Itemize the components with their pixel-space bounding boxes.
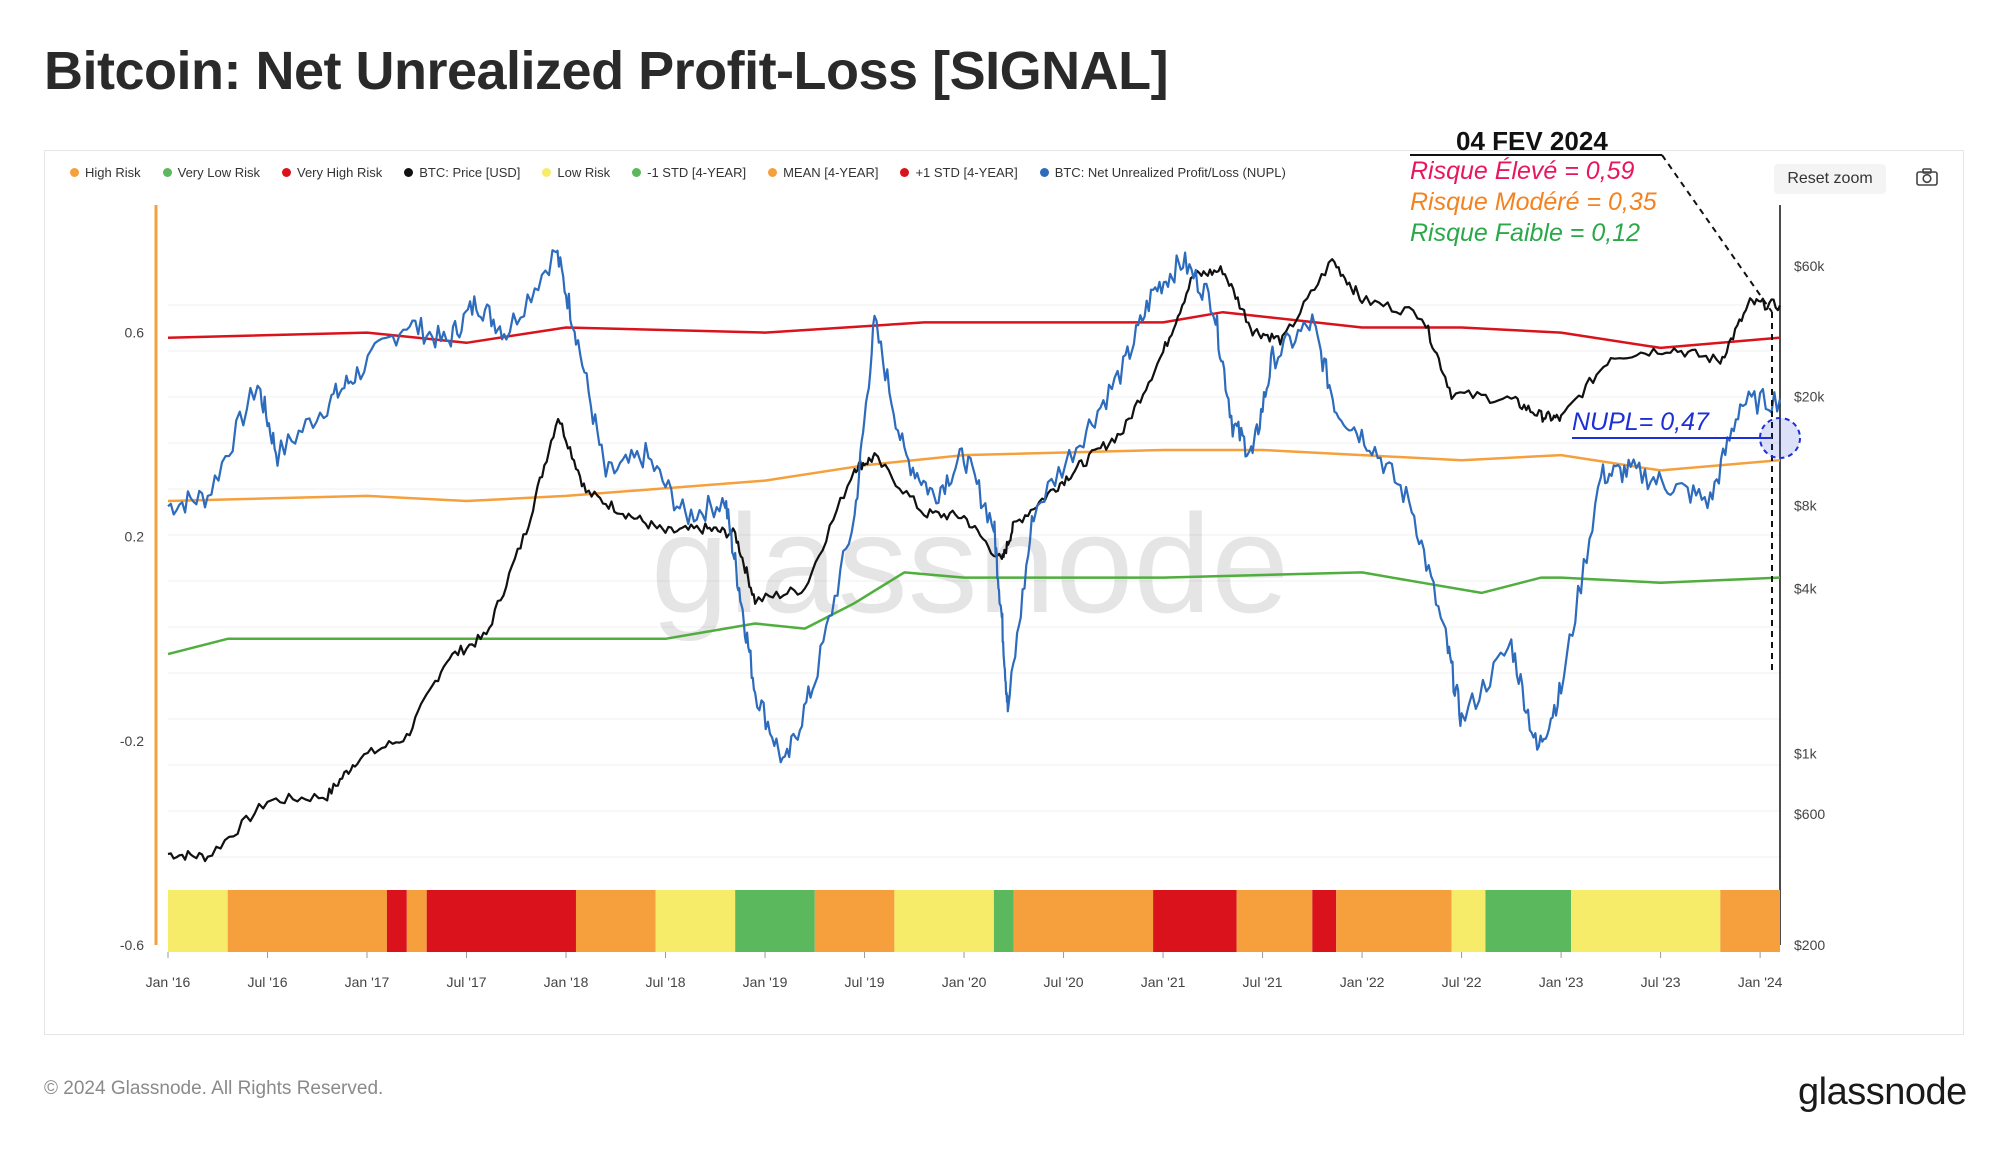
risk-band: [894, 890, 994, 952]
legend-dot: [162, 167, 172, 177]
chart-frame: [44, 150, 1964, 1035]
reset-zoom-button[interactable]: Reset zoom: [1774, 164, 1886, 194]
legend-dot: [282, 167, 291, 177]
x-tick-label: Jan '23: [1539, 974, 1584, 990]
risk-band: [1153, 890, 1237, 952]
series-plus-1-std: [167, 310, 1781, 350]
copyright: © 2024 Glassnode. All Rights Reserved.: [44, 1078, 384, 1099]
risk-band: [386, 890, 407, 952]
x-tick-label: Jan '20: [942, 974, 987, 990]
x-tick-label: Jan '17: [345, 974, 390, 990]
x-tick-label: Jul '23: [1641, 974, 1681, 990]
legend-dot: [70, 167, 79, 177]
y-right-tick-label: $8k: [1794, 498, 1818, 514]
y-left-tick-label: 0.6: [125, 325, 145, 341]
legend-label: Low Risk: [557, 164, 611, 180]
x-tick-label: Jul '17: [447, 974, 487, 990]
risk-band: [735, 890, 815, 952]
y-right-tick-label: $20k: [1794, 389, 1825, 405]
legend-label: BTC: Net Unrealized Profit/Loss (NUPL): [1054, 164, 1286, 180]
risk-band: [1013, 890, 1154, 952]
risk-band: [1336, 890, 1452, 952]
chart-legend: High Risk Very Low Risk Very High Risk B…: [70, 162, 1286, 182]
y-right-tick-label: $60k: [1794, 258, 1825, 274]
series-minus-1-std: [167, 571, 1781, 656]
x-tick-label: Jan '18: [544, 974, 589, 990]
watermark: glassnode: [651, 485, 1289, 642]
series-btc-price: [167, 258, 1782, 863]
brand-logo: glassnode: [1798, 1071, 1967, 1113]
legend-item[interactable]: Very Low Risk: [162, 162, 260, 182]
series-mean: [167, 448, 1781, 503]
risk-band: [993, 890, 1014, 952]
annotation-leader-line: [1661, 154, 1773, 313]
x-tick-label: Jul '20: [1044, 974, 1084, 990]
x-tick-label: Jan '19: [743, 974, 788, 990]
x-tick-label: Jan '16: [146, 974, 191, 990]
series-nupl: [167, 249, 1782, 764]
legend-label: -1 STD [4-YEAR]: [647, 164, 747, 180]
annotation-nupl-circle: [1759, 417, 1801, 459]
x-tick-label: Jul '21: [1243, 974, 1283, 990]
legend-item[interactable]: +1 STD [4-YEAR]: [900, 162, 1018, 182]
annotation-nupl: NUPL= 0,47: [1572, 408, 1709, 436]
risk-band: [1236, 890, 1313, 952]
y-right-tick-label: $200: [1794, 937, 1825, 953]
annotation-low-risk: Risque Faible = 0,12: [1410, 219, 1641, 247]
x-tick-label: Jul '18: [646, 974, 686, 990]
legend-item[interactable]: BTC: Price [USD]: [404, 162, 520, 182]
annotation-high-risk: Risque Élevé = 0,59: [1410, 157, 1635, 185]
legend-label: High Risk: [85, 164, 141, 180]
risk-band: [168, 890, 228, 952]
x-tick-label: Jul '16: [247, 974, 287, 990]
annotation-date: 04 FEV 2024: [1456, 126, 1608, 156]
x-tick-label: Jan '24: [1738, 974, 1783, 990]
legend-dot: [900, 167, 910, 177]
legend-label: BTC: Price [USD]: [419, 164, 521, 180]
risk-band: [814, 890, 895, 952]
y-right-tick-label: $1k: [1794, 745, 1818, 761]
risk-band: [1720, 890, 1780, 952]
risk-band: [1312, 890, 1337, 952]
risk-band: [575, 890, 656, 952]
x-tick-label: Jan '22: [1340, 974, 1385, 990]
x-tick-label: Jul '19: [845, 974, 885, 990]
legend-label: Very High Risk: [297, 164, 383, 180]
risk-band: [655, 890, 736, 952]
risk-band: [406, 890, 427, 952]
legend-label: +1 STD [4-YEAR]: [915, 164, 1018, 180]
legend-dot: [1039, 167, 1049, 177]
legend-item[interactable]: MEAN [4-YEAR]: [768, 162, 878, 182]
legend-dot: [542, 167, 552, 177]
annotation-moderate-risk: Risque Modéré = 0,35: [1410, 188, 1657, 216]
page-title: Bitcoin: Net Unrealized Profit-Loss [SIG…: [44, 41, 1169, 101]
legend-item[interactable]: Low Risk: [542, 162, 610, 182]
legend-label: MEAN [4-YEAR]: [783, 164, 879, 180]
risk-band: [227, 890, 387, 952]
y-left-tick-label: -0.6: [120, 937, 144, 953]
legend-dot: [632, 167, 642, 177]
legend-item[interactable]: High Risk: [70, 162, 141, 182]
legend-item[interactable]: Very High Risk: [282, 162, 382, 182]
risk-band: [1451, 890, 1486, 952]
y-right-tick-label: $4k: [1794, 580, 1818, 596]
x-tick-label: Jul '22: [1442, 974, 1482, 990]
camera-icon[interactable]: [1916, 168, 1938, 186]
y-left-tick-label: 0.2: [125, 529, 145, 545]
risk-band: [426, 890, 576, 952]
x-tick-label: Jan '21: [1141, 974, 1186, 990]
risk-band: [1571, 890, 1721, 952]
legend-dot: [768, 167, 778, 177]
legend-item[interactable]: -1 STD [4-YEAR]: [632, 162, 746, 182]
legend-dot: [404, 167, 414, 177]
legend-label: Very Low Risk: [177, 164, 260, 180]
risk-band: [1485, 890, 1572, 952]
y-right-tick-label: $600: [1794, 806, 1825, 822]
y-left-tick-label: -0.2: [120, 733, 144, 749]
legend-item[interactable]: BTC: Net Unrealized Profit/Loss (NUPL): [1039, 162, 1286, 182]
